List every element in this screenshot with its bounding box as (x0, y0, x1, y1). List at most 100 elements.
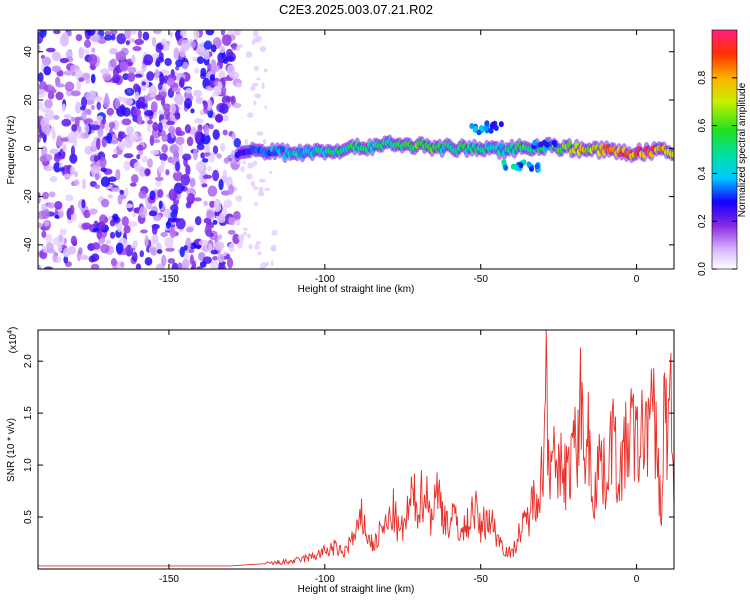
heatmap-cell (262, 138, 267, 145)
heatmap-y-axis: -40 -20 0 20 40 (23, 46, 674, 252)
heatmap-cell (47, 86, 55, 91)
y-tick-label: 0 (23, 145, 34, 151)
heatmap-cell (179, 30, 187, 37)
heatmap-cell (187, 192, 194, 200)
heatmap-cell (49, 175, 58, 183)
heatmap-cell (205, 30, 215, 36)
heatmap-cell (234, 30, 241, 36)
heatmap-panel: -150 -100 -50 0 -40 -20 0 20 40 Height of strai… (6, 29, 675, 295)
heatmap-cell (158, 200, 163, 209)
heatmap-cell (170, 204, 179, 213)
heatmap-cell (231, 132, 236, 140)
heatmap-cell (149, 190, 156, 201)
heatmap-cell (208, 123, 214, 130)
heatmap-cell (90, 73, 96, 84)
heatmap-cell (203, 40, 213, 50)
heatmap-cell (137, 101, 146, 109)
heatmap-cell (254, 93, 262, 99)
heatmap-y-label: Frequency (Hz) (6, 116, 17, 185)
snr-frame (37, 329, 675, 570)
colorbar-ticks: 0.0 0.2 0.4 0.6 0.8 (697, 70, 737, 276)
heatmap-cell (235, 82, 242, 88)
heatmap-cell (148, 85, 157, 97)
heatmap-cell (163, 42, 170, 48)
heatmap-cell (270, 260, 274, 267)
heatmap-cell (484, 120, 490, 127)
heatmap-cell (182, 258, 190, 269)
heatmap-cell (122, 107, 131, 117)
heatmap-cell (121, 118, 132, 126)
snr-series-line (38, 330, 674, 567)
heatmap-cell (54, 200, 63, 210)
heatmap-cell (203, 200, 209, 207)
heatmap-cell (110, 58, 117, 68)
heatmap-cell (212, 129, 220, 140)
heatmap-cell (169, 31, 174, 38)
heatmap-cell (221, 85, 227, 97)
heatmap-cell (42, 191, 49, 200)
snr-y-axis: 0.5 1.0 1.5 2.0 (23, 354, 674, 524)
heatmap-cell (152, 139, 161, 144)
heatmap-cell (139, 250, 144, 258)
heatmap-cell (119, 189, 125, 195)
heatmap-cell (210, 260, 219, 269)
heatmap-cell (247, 162, 254, 169)
heatmap-cell (115, 169, 121, 181)
heatmap-cell (237, 242, 243, 249)
heatmap-cell (185, 87, 193, 94)
heatmap-x-label: Height of straight line (km) (298, 284, 415, 295)
heatmap-cell (81, 199, 86, 209)
heatmap-cell (108, 176, 117, 182)
snr-x-label: Height of straight line (km) (298, 584, 415, 595)
heatmap-cell (112, 213, 119, 222)
heatmap-cell (137, 263, 142, 269)
heatmap-cell (259, 45, 266, 53)
heatmap-cell (258, 186, 264, 193)
heatmap-cell (99, 156, 107, 168)
heatmap-cell (200, 67, 207, 77)
heatmap-cell (123, 160, 131, 171)
heatmap-cell (182, 153, 192, 161)
heatmap-cell (44, 99, 53, 109)
heatmap-cell (222, 204, 228, 217)
heatmap-cell (91, 242, 101, 250)
heatmap-cell (106, 132, 112, 144)
heatmap-cell (175, 218, 186, 230)
heatmap-cell (240, 237, 244, 244)
heatmap-cell (146, 71, 155, 82)
heatmap-cell (226, 257, 234, 269)
heatmap-cell (214, 39, 222, 46)
heatmap-cell (184, 98, 193, 109)
heatmap-cell (137, 96, 146, 104)
heatmap-cell (70, 145, 75, 157)
heatmap-cell (132, 83, 140, 91)
heatmap-cell (104, 92, 109, 104)
heatmap-cell (532, 139, 538, 146)
heatmap-cell (56, 234, 65, 245)
heatmap-cell (183, 244, 188, 251)
heatmap-cell (38, 72, 44, 83)
heatmap-cell (220, 143, 226, 152)
heatmap-cell (128, 38, 136, 43)
heatmap-cell (116, 33, 127, 45)
heatmap-cell (132, 108, 142, 117)
heatmap-cell (217, 263, 227, 269)
y-tick-label: 40 (23, 46, 34, 58)
heatmap-cell (123, 187, 129, 198)
heatmap-cell (510, 163, 516, 170)
heatmap-cell (91, 47, 96, 53)
heatmap-cell (90, 64, 96, 70)
heatmap-cell (43, 165, 54, 172)
heatmap-cell (185, 164, 191, 176)
heatmap-cell (249, 85, 256, 92)
heatmap-cell (38, 264, 42, 269)
heatmap-cell (246, 112, 254, 118)
heatmap-cell (120, 261, 125, 268)
heatmap-cell (178, 144, 183, 156)
heatmap-cell (81, 222, 92, 230)
heatmap-cell (41, 230, 47, 238)
heatmap-cell (56, 135, 63, 148)
heatmap-cell (169, 226, 176, 239)
heatmap-cell (53, 30, 61, 35)
